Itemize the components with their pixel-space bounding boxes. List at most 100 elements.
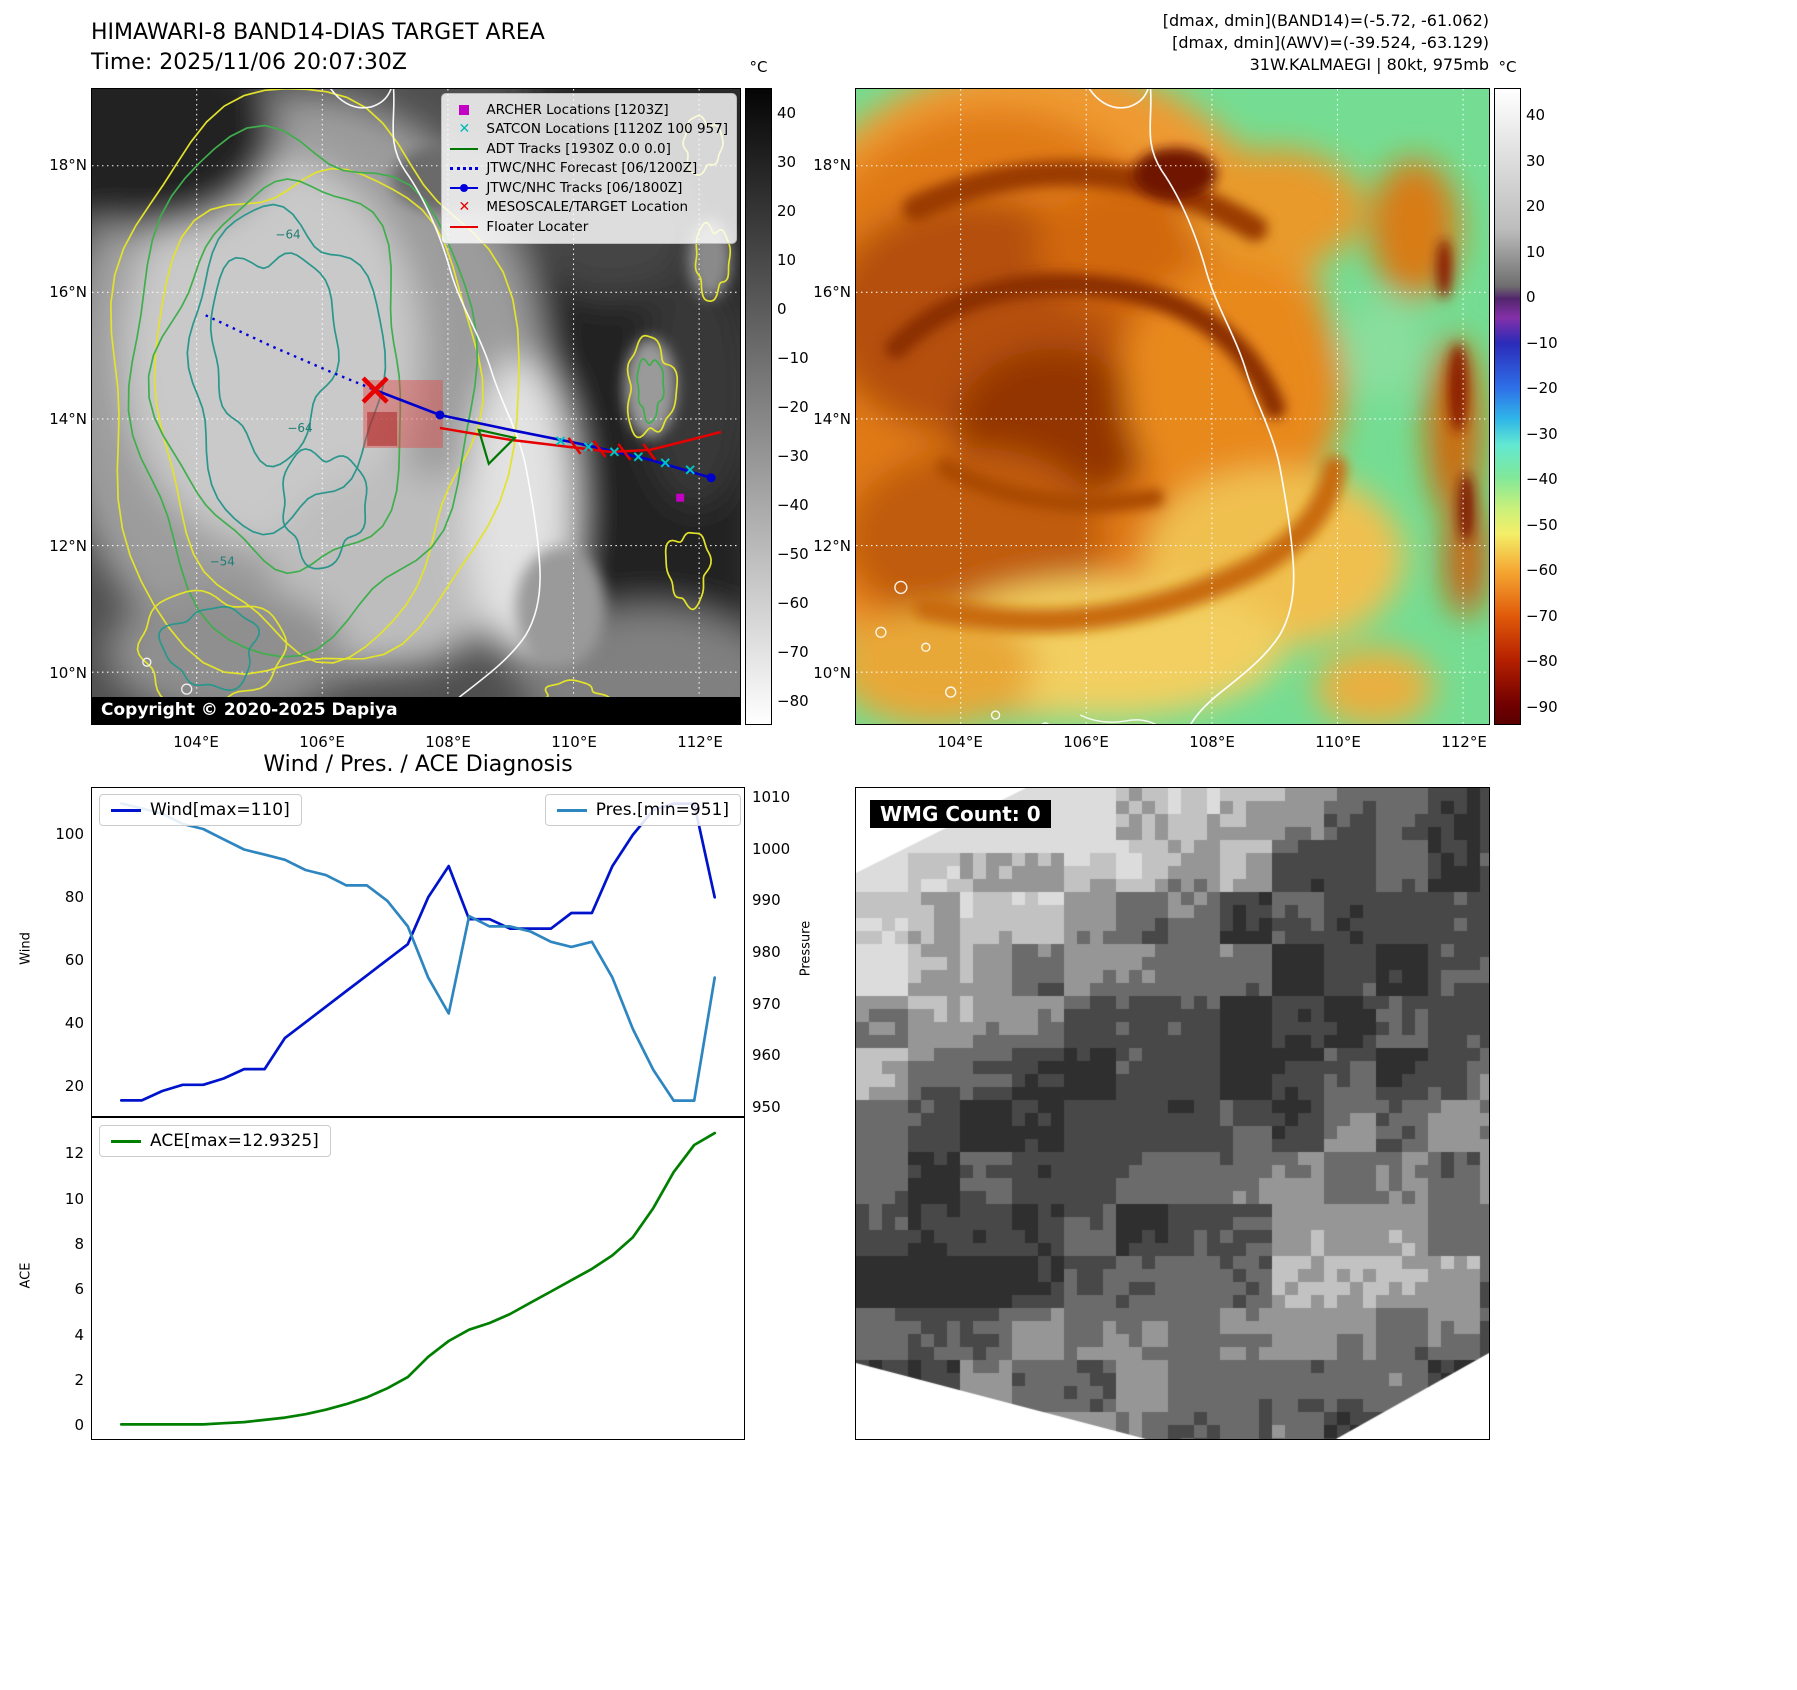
colorbar-tick: −20	[1526, 379, 1558, 398]
legend-item-label: SATCON Locations [1120Z 100 957]	[486, 121, 728, 138]
contour-label: −54	[210, 554, 235, 568]
series-line	[119, 1131, 717, 1426]
legend-item-label: MESOSCALE/TARGET Location	[486, 199, 689, 216]
colorbar-tick: −80	[777, 691, 809, 710]
wmg-count-badge: WMG Count: 0	[870, 800, 1051, 828]
coastline-north	[330, 89, 392, 109]
colorbar-tick: −10	[1526, 333, 1558, 352]
lat-tick: 16°N	[813, 283, 851, 301]
lat-tick: 14°N	[49, 410, 87, 428]
line-dot-marker-icon	[448, 183, 480, 192]
wind-pressure-chart	[91, 787, 745, 1117]
line-marker-icon	[448, 147, 480, 150]
floater-line	[439, 426, 722, 454]
coastline-north	[1088, 89, 1149, 109]
colorbar-tick: 10	[1526, 242, 1546, 261]
jtwc-track-line	[374, 388, 712, 480]
colorbar-tick: 40	[1526, 106, 1546, 125]
colorbar-tick: −50	[777, 544, 809, 563]
lon-tick: 108°E	[1189, 733, 1235, 751]
lat-tick: 14°N	[813, 410, 851, 428]
map-legend: ARCHER Locations [1203Z] ✕ SATCON Location…	[441, 93, 737, 244]
latlon-grid	[92, 89, 740, 724]
lon-tick: 110°E	[1315, 733, 1361, 751]
colorbar-tick: −60	[777, 593, 809, 612]
coastline	[392, 89, 541, 724]
contour-label: −64	[287, 421, 312, 435]
wind-legend: Wind[max=110]	[99, 794, 302, 826]
satcon-markers	[555, 436, 695, 475]
contour-label: −64	[275, 228, 300, 242]
legend-item: JTWC/NHC Tracks [06/1800Z]	[448, 178, 728, 198]
x-marker-icon: ✕	[458, 199, 471, 216]
dotted-marker-icon	[448, 166, 480, 170]
series-line	[119, 802, 717, 1102]
colorbar-tick: −60	[1526, 561, 1558, 580]
ace-plot	[119, 1131, 717, 1426]
cold-overshoot-spots	[1133, 147, 1475, 543]
band14-colorbar	[745, 88, 772, 725]
ace-line-icon	[111, 1139, 141, 1143]
wind-axis-tick: 80	[64, 888, 84, 906]
band14-time-label: Time: 2025/11/06 20:07:30Z	[91, 50, 407, 75]
square-marker-icon	[448, 104, 480, 115]
legend-item: Floater Locater	[448, 217, 728, 237]
pressure-axis-tick: 1010	[752, 788, 791, 807]
ace-axis-tick: 12	[64, 1144, 84, 1163]
lon-tick: 108°E	[425, 733, 471, 751]
wmg-panel: WMG Count: 0	[855, 787, 1490, 1440]
legend-item: ARCHER Locations [1203Z]	[448, 100, 728, 120]
coastline-group	[1088, 89, 1295, 724]
jtwc-track-point	[706, 473, 716, 483]
pressure-axis-label: Pressure	[798, 920, 814, 977]
wind-axis-tick: 100	[55, 825, 84, 844]
coastline	[1149, 89, 1295, 724]
legend-item-label: ADT Tracks [1930Z 0.0 0.0]	[486, 140, 671, 157]
colorbar-tick: −30	[1526, 424, 1558, 443]
wmg-image	[856, 788, 1489, 1439]
colorbar-tick: −80	[1526, 652, 1558, 671]
colorbar-tick: −20	[777, 397, 809, 416]
awv-map-panel	[855, 88, 1490, 725]
storm-id-text: 31W.KALMAEGI | 80kt, 975mb	[1249, 55, 1489, 74]
lon-tick: 106°E	[1063, 733, 1109, 751]
wind-axis-label: Wind	[18, 932, 34, 965]
legend-item-label: JTWC/NHC Tracks [06/1800Z]	[486, 179, 683, 196]
ace-axis-tick: 4	[74, 1325, 84, 1344]
legend-item: ✕ MESOSCALE/TARGET Location	[448, 198, 728, 218]
lon-tick: 104°E	[173, 733, 219, 751]
colorbar-tick: 20	[777, 201, 797, 220]
band14-map-panel: −64 −64 −54 ARCHER L	[91, 88, 741, 725]
lon-tick: 106°E	[299, 733, 345, 751]
colorbar-tick: 0	[1526, 288, 1536, 307]
lat-tick: 12°N	[49, 537, 87, 555]
legend-item-label: ARCHER Locations [1203Z]	[486, 101, 669, 118]
ace-axis-tick: 8	[74, 1234, 84, 1253]
colorbar-tick: 20	[1526, 197, 1546, 216]
ace-axis-label: ACE	[18, 1262, 34, 1289]
pressure-axis-tick: 1000	[752, 839, 791, 858]
colorbar-tick: −40	[777, 495, 809, 514]
colorbar-tick: −10	[777, 348, 809, 367]
jtwc-forecast-line	[205, 314, 376, 392]
mesoscale-target-x	[361, 376, 389, 404]
lat-tick: 18°N	[49, 156, 87, 174]
pressure-line-icon	[556, 808, 587, 812]
legend-item-label: JTWC/NHC Forecast [06/1200Z]	[486, 160, 698, 177]
awv-colorbar	[1494, 88, 1521, 725]
colorbar-tick: −50	[1526, 515, 1558, 534]
series-line	[119, 802, 717, 1102]
wind-axis-tick: 40	[64, 1013, 84, 1032]
ace-axis-tick: 2	[74, 1370, 84, 1389]
ace-chart	[91, 1117, 745, 1440]
colorbar-tick: 30	[777, 152, 797, 171]
ace-axis-tick: 0	[74, 1416, 84, 1435]
colorbar-tick: 40	[777, 103, 797, 122]
wind-axis-tick: 60	[64, 950, 84, 969]
lon-tick: 112°E	[1441, 733, 1487, 751]
wind-pressure-plot	[119, 802, 717, 1102]
dmax-dmin-awv-text: [dmax, dmin](AWV)=(-39.524, -63.129)	[1172, 33, 1489, 52]
legend-item: ✕ SATCON Locations [1120Z 100 957]	[448, 120, 728, 140]
awv-header-block: [dmax, dmin](BAND14)=(-5.72, -61.062) [d…	[1163, 10, 1489, 76]
